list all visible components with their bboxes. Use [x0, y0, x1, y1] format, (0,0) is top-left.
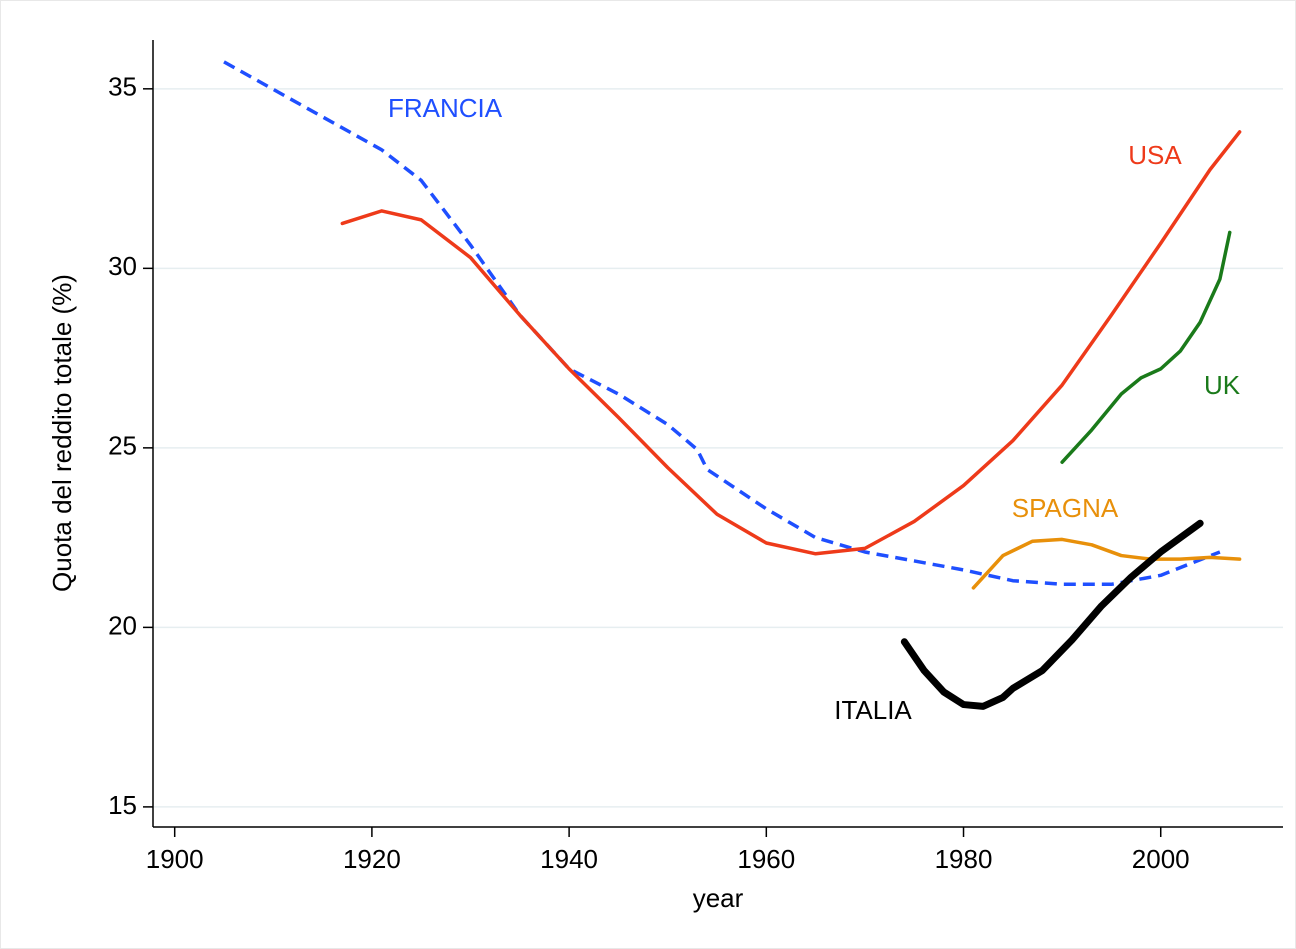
series-label: ITALIA [834, 695, 912, 725]
y-tick-label: 15 [108, 790, 137, 820]
x-tick-label: 1960 [737, 844, 795, 874]
y-tick-label: 30 [108, 251, 137, 281]
series-label: SPAGNA [1012, 493, 1119, 523]
y-tick-label: 20 [108, 610, 137, 640]
series-line [223, 60, 1221, 587]
series-label: FRANCIA [388, 93, 503, 123]
series-label: UK [1204, 370, 1241, 400]
y-tick-label: 25 [108, 431, 137, 461]
series-line [1060, 230, 1232, 464]
series-line [900, 519, 1204, 710]
y-axis-label: Quota del reddito totale (%) [47, 274, 77, 592]
x-axis-label: year [693, 883, 744, 913]
series-line [340, 130, 1242, 556]
series-label: USA [1128, 140, 1182, 170]
x-tick-label: 1920 [343, 844, 401, 874]
x-tick-label: 1900 [146, 844, 204, 874]
y-tick-label: 35 [108, 72, 137, 102]
x-tick-label: 1980 [935, 844, 993, 874]
x-tick-label: 2000 [1132, 844, 1190, 874]
series-line [971, 537, 1242, 590]
x-tick-label: 1940 [540, 844, 598, 874]
